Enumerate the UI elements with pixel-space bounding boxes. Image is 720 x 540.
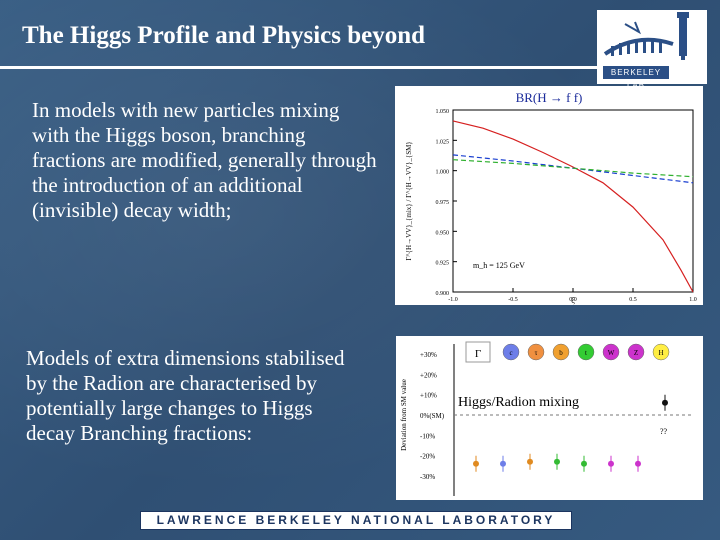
footer-banner: LAWRENCE BERKELEY NATIONAL LABORATORY (140, 511, 572, 530)
x-tick-label: -1.0 (448, 297, 458, 303)
logo-text: BERKELEY LAB (603, 66, 669, 90)
y-tick-label: 0.950 (436, 230, 450, 236)
x-tick-label: -0.5 (508, 297, 518, 303)
legend-label: Γ (475, 348, 481, 360)
series-line-1 (452, 154, 694, 184)
legend-box-gamma (465, 341, 491, 363)
y-tick-label: 0.900 (436, 291, 450, 297)
legend-label: c (509, 349, 512, 357)
slide-title: The Higgs Profile and Physics beyond (22, 22, 426, 49)
legend-marker (502, 343, 520, 361)
data-point (608, 460, 614, 467)
y-tick-label: +30% (420, 351, 437, 359)
y-tick-label: 1.000 (436, 170, 450, 176)
y-tick-label: 1.050 (436, 109, 450, 115)
y-tick-label: -10% (420, 432, 435, 440)
y-tick-label: 1.025 (436, 139, 450, 145)
title-underline (0, 66, 598, 69)
y-tick-label: 0%(SM) (420, 412, 445, 420)
radion-deviation-svg: Deviation from SM value +30% +20% +10% 0%(SM… (400, 341, 694, 496)
legend-label: H (658, 349, 663, 357)
legend-label: t (585, 349, 587, 357)
data-point (662, 399, 668, 406)
legend-marker (602, 343, 620, 361)
unknown-label: ?? (660, 427, 668, 436)
branching-ratio-plot: BR(H → f f) 1.050 1.025 1.000 0.975 0.950 0.92… (395, 86, 703, 305)
series-line-0 (452, 120, 694, 293)
y-tick-label: 0.975 (436, 200, 450, 206)
series-line-2 (452, 159, 694, 178)
data-point (581, 460, 587, 467)
y-axis-label: Deviation from SM value (400, 379, 408, 451)
legend-marker (527, 343, 545, 361)
legend-label: b (559, 349, 563, 357)
legend-marker (652, 343, 670, 361)
x-tick-label: 0.5 (629, 297, 637, 303)
logo-graphic (603, 12, 689, 60)
paragraph-extra-dimensions: Models of extra dimensions stabilised by… (26, 346, 345, 445)
mixing-annotation: Higgs/Radion mixing (458, 395, 579, 410)
branching-ratio-svg: BR(H → f f) 1.050 1.025 1.000 0.975 0.950 0.92… (405, 90, 697, 305)
data-point (500, 460, 506, 467)
chart-title: BR(H → f f) (516, 90, 583, 105)
y-tick-label: -30% (420, 473, 435, 481)
berkeley-lab-logo: BERKELEY LAB (597, 10, 707, 90)
y-tick-label: +10% (420, 392, 437, 400)
radion-deviation-plot: Deviation from SM value +30% +20% +10% 0%(SM… (396, 336, 703, 500)
y-axis-label: Γ^{H→VV}_{mix} / Γ^{H→VV}_{SM} (405, 141, 413, 260)
mass-annotation: m_h = 125 GeV (473, 261, 525, 270)
x-tick-label: 1.0 (689, 297, 697, 303)
legend-marker (577, 343, 595, 361)
data-point (554, 458, 560, 465)
x-axis-label: ξ (571, 296, 575, 305)
y-tick-label: -20% (420, 453, 435, 461)
footer-text: LAWRENCE BERKELEY NATIONAL LABORATORY (156, 513, 556, 527)
y-tick-label: +20% (420, 371, 437, 379)
legend-label: W (608, 349, 615, 357)
legend-label: τ (535, 349, 538, 357)
legend-marker (627, 343, 645, 361)
data-point (635, 460, 641, 467)
legend-label: Z (634, 349, 638, 357)
x-tick-label: 0.0 (569, 297, 577, 303)
legend-marker (552, 343, 570, 361)
data-point (473, 460, 479, 467)
data-point (527, 458, 533, 465)
y-tick-label: 0.925 (436, 261, 450, 267)
paragraph-new-particles: In models with new particles mixing with… (32, 98, 377, 222)
